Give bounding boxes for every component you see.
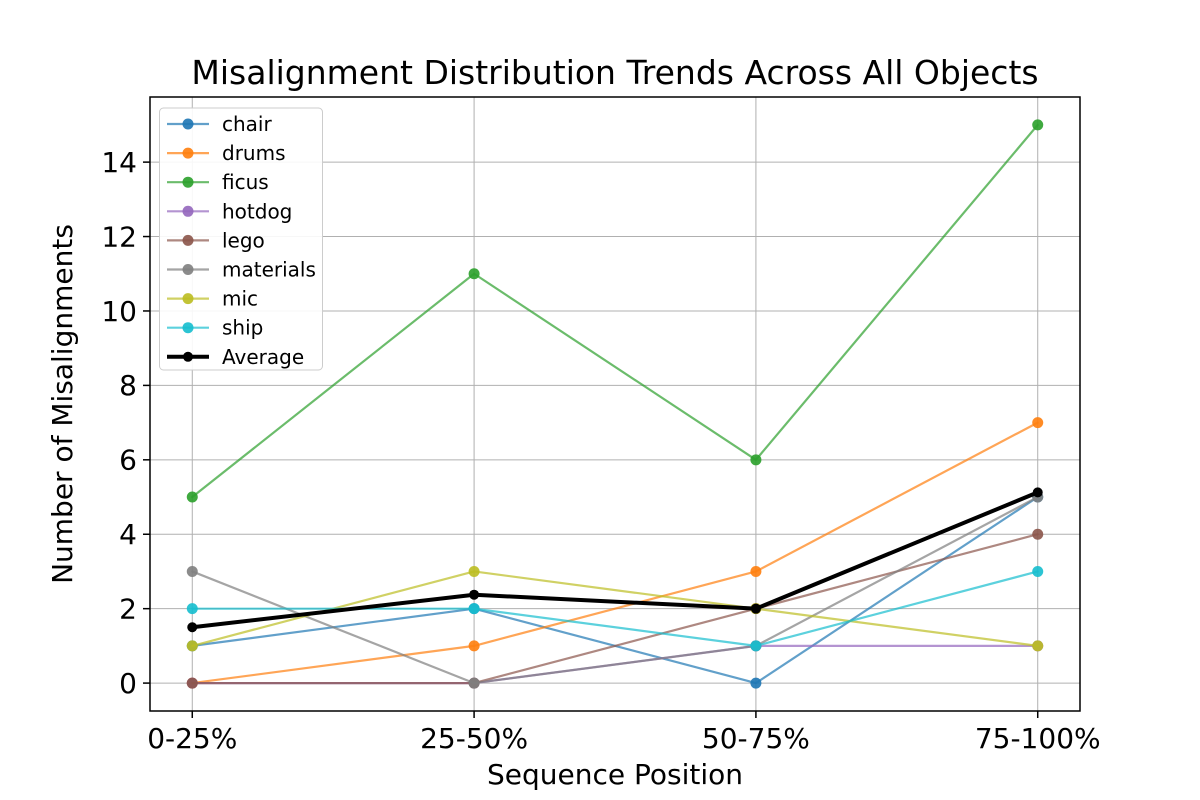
series-line-drums — [191, 421, 1039, 685]
series-marker-ship — [468, 603, 480, 615]
series-marker-mic — [1032, 640, 1044, 652]
y-tick-label: 4 — [119, 518, 137, 551]
legend-marker-drums — [182, 147, 194, 159]
series-marker-ficus — [1032, 119, 1044, 131]
chart-title: Misalignment Distribution Trends Across … — [191, 53, 1038, 92]
legend-label-ficus: ficus — [222, 170, 269, 194]
legend-marker-ship — [182, 322, 194, 334]
legend-entry-materials: materials — [167, 258, 316, 282]
legend-marker-ficus — [182, 176, 194, 188]
y-axis-label: Number of Misalignments — [46, 224, 79, 584]
legend-label-hotdog: hotdog — [222, 199, 292, 223]
series-line-Average — [190, 490, 1040, 630]
legend-entry-drums: drums — [167, 141, 286, 165]
series-marker-lego — [186, 677, 198, 689]
series-marker-mic — [186, 640, 198, 652]
legend-marker-materials — [182, 264, 194, 275]
legend-entry-Average: Average — [167, 345, 304, 369]
y-tick-label: 12 — [101, 220, 137, 253]
legend-label-lego: lego — [222, 228, 265, 252]
series-marker-ficus — [468, 268, 480, 280]
series-marker-materials — [468, 677, 480, 689]
series-marker-ship — [1032, 565, 1044, 577]
series-marker-ship — [750, 640, 762, 652]
legend-marker-mic — [182, 293, 194, 305]
series-line-materials — [191, 495, 1039, 685]
series-marker-drums — [1032, 417, 1044, 429]
series-marker-drums — [468, 640, 480, 652]
y-tick-label: 10 — [101, 295, 137, 328]
series-line-ficus — [191, 123, 1039, 499]
series-marker-lego — [1032, 528, 1044, 540]
legend-entry-chair: chair — [167, 112, 272, 136]
x-tick-label: 75-100% — [975, 722, 1101, 755]
series-marker-Average — [750, 603, 761, 614]
y-tick-label: 2 — [119, 592, 137, 625]
series-marker-Average — [1032, 487, 1043, 498]
legend-marker-lego — [182, 234, 194, 246]
series-line-ship — [191, 570, 1039, 647]
legend-label-ship: ship — [222, 316, 263, 340]
y-tick-label: 0 — [119, 667, 137, 700]
plot-frame — [149, 96, 1081, 712]
series-marker-drums — [750, 565, 762, 577]
y-tick-label: 14 — [101, 146, 137, 179]
legend-label-materials: materials — [222, 258, 316, 282]
legend-entry-mic: mic — [167, 287, 258, 311]
series-marker-ficus — [750, 454, 762, 466]
legend-label-chair: chair — [222, 112, 272, 136]
legend-entry-hotdog: hotdog — [167, 199, 292, 223]
x-axis-label: Sequence Position — [487, 758, 743, 791]
legend-entry-lego: lego — [167, 228, 265, 252]
series-marker-chair — [750, 677, 762, 689]
series-marker-Average — [187, 622, 198, 633]
series-marker-ficus — [186, 491, 198, 503]
series-marker-materials — [186, 565, 198, 577]
legend-marker-hotdog — [182, 205, 194, 217]
series-marker-Average — [469, 589, 480, 600]
y-tick-label: 6 — [119, 444, 137, 477]
y-tick-label: 8 — [119, 369, 137, 402]
legend-entry-ficus: ficus — [167, 170, 269, 194]
x-tick-label: 0-25% — [147, 722, 237, 755]
legend-entry-ship: ship — [167, 316, 263, 340]
legend-label-mic: mic — [222, 287, 258, 311]
legend-label-Average: Average — [222, 345, 304, 369]
series-marker-mic — [468, 565, 480, 577]
x-tick-label: 50-75% — [702, 722, 810, 755]
legend-box — [159, 107, 323, 371]
legend-marker-chair — [182, 118, 194, 130]
series-marker-ship — [186, 603, 198, 615]
legend-marker-Average — [183, 351, 193, 362]
legend-label-drums: drums — [222, 141, 286, 165]
x-tick-label: 25-50% — [420, 722, 528, 755]
